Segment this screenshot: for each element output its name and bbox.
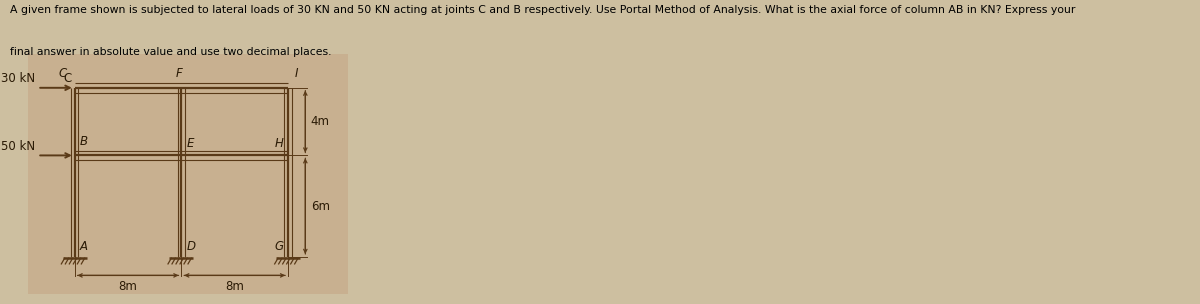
Text: 8m: 8m [226, 281, 244, 293]
Text: B: B [80, 135, 88, 148]
Text: E: E [187, 137, 194, 150]
Text: F: F [175, 67, 182, 80]
Text: 30 kN: 30 kN [0, 72, 35, 85]
Text: D: D [187, 240, 196, 253]
Text: 4m: 4m [311, 115, 330, 128]
Text: 6m: 6m [311, 200, 330, 212]
Text: A: A [80, 240, 88, 253]
Text: C: C [64, 72, 72, 85]
Text: H: H [275, 137, 284, 150]
Text: final answer in absolute value and use two decimal places.: final answer in absolute value and use t… [10, 47, 331, 57]
Text: I: I [295, 67, 298, 80]
Text: 8m: 8m [119, 281, 138, 293]
Text: C: C [59, 67, 67, 80]
Text: G: G [275, 240, 284, 253]
Text: A given frame shown is subjected to lateral loads of 30 KN and 50 KN acting at j: A given frame shown is subjected to late… [10, 5, 1075, 15]
Text: 50 kN: 50 kN [0, 140, 35, 153]
